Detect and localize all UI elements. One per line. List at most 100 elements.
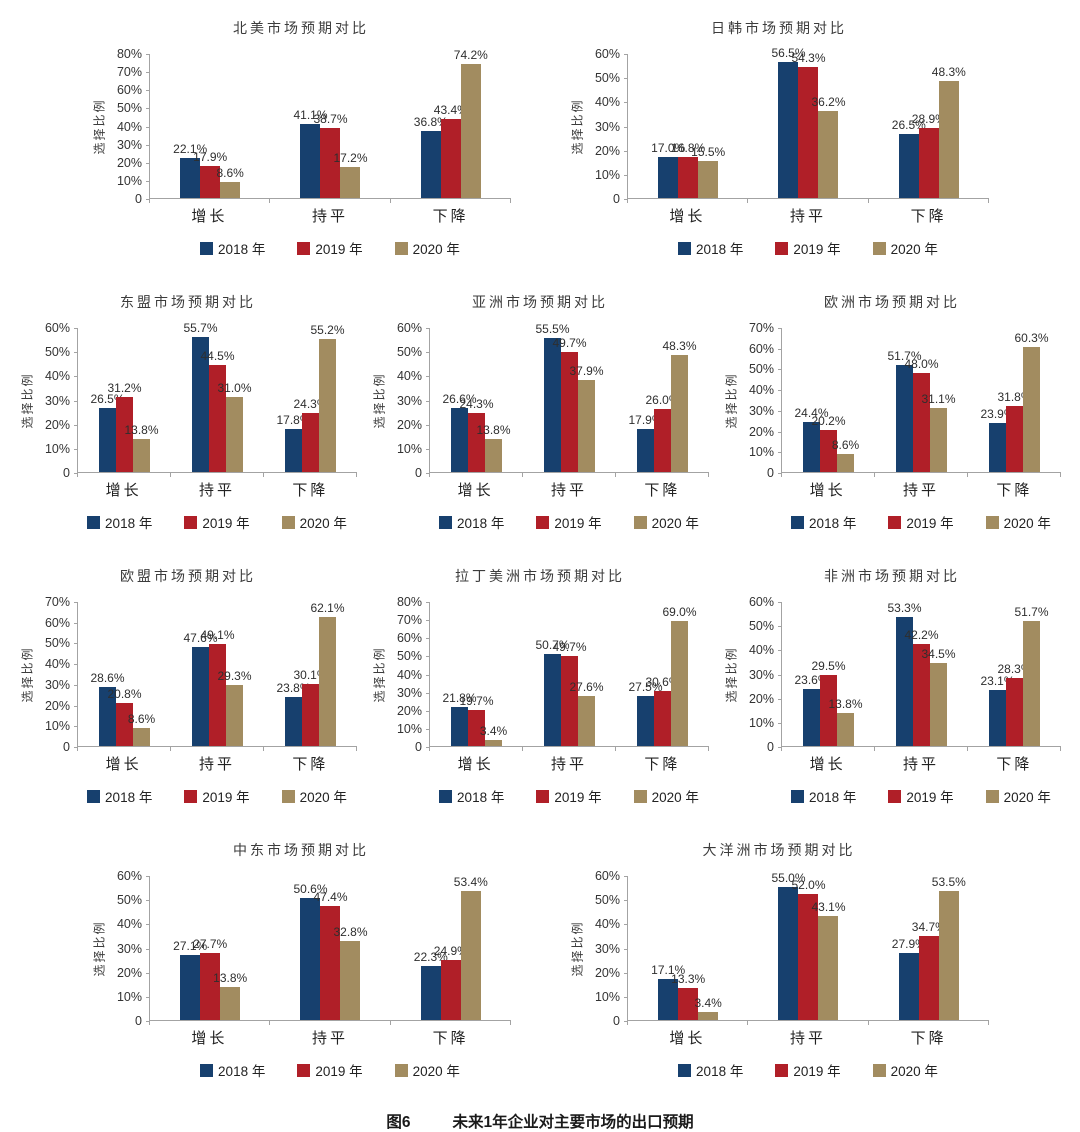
- x-tick-mark: [615, 746, 616, 751]
- y-tick-label: 50%: [44, 636, 70, 651]
- plot-area: 26.6% 24.3% 13.8% 55.5% 49.7% 37.9% 17.9% 26.0%…: [426, 322, 709, 477]
- y-tick-mark: [778, 369, 782, 371]
- bar-value-label: 29.5%: [811, 658, 846, 673]
- x-tick-mark: [169, 746, 171, 751]
- y-tick-label: 70%: [116, 65, 142, 80]
- bar: 31.2%: [107, 381, 142, 472]
- x-tick-mark: [873, 472, 875, 477]
- bar-value-label: 20.2%: [811, 414, 846, 429]
- y-tick-label: 20%: [594, 143, 620, 158]
- legend-label: 2020 年: [412, 242, 460, 257]
- y-tick-mark: [74, 643, 78, 645]
- legend-label: 2018 年: [696, 1064, 744, 1079]
- legend-item: 2018 年: [87, 512, 152, 532]
- plot-column: 24.4% 20.2% 8.6% 51.7% 48.0% 31.1% 23.9% 31.8% 6…: [778, 328, 1061, 532]
- bar-value-label: 24.3%: [459, 397, 494, 412]
- legend-item: 2020 年: [394, 1060, 460, 1080]
- bar: 15.5%: [691, 145, 725, 198]
- market-chart: 东盟市场预期对比 选择比例 60% 50% 40% 30% 20% 10% 0 26.5% 31.2…: [19, 292, 357, 532]
- legend-swatch: [985, 789, 999, 803]
- y-tick-label: 40%: [44, 657, 70, 672]
- y-tick-label: 60%: [594, 47, 620, 61]
- y-tick-mark: [146, 900, 150, 902]
- bar-value-label: 34.5%: [921, 646, 956, 661]
- y-tick-mark: [624, 54, 628, 55]
- bar: 17.1%: [651, 963, 685, 1020]
- bar-value-label: 21.8%: [442, 690, 477, 705]
- legend-item: 2020 年: [394, 238, 460, 258]
- market-chart: 中东市场预期对比 选择比例 60% 50% 40% 30% 20% 10% 0 27.1% 27.7…: [91, 840, 511, 1080]
- y-tick-label: 80%: [396, 595, 422, 609]
- x-tick-mark: [521, 746, 523, 751]
- bar: 22.3%: [414, 950, 448, 1020]
- x-category-label: 增长: [809, 756, 846, 773]
- plot-area: 21.8% 19.7% 3.4% 50.7% 49.7% 27.6% 27.5% 30.6% 6…: [426, 602, 709, 751]
- y-tick-mark: [426, 620, 430, 622]
- y-tick-mark: [426, 328, 430, 329]
- y-tick-mark: [778, 602, 782, 603]
- y-tick-mark: [778, 390, 782, 392]
- bar-group: 50.6% 47.4% 32.8%: [270, 876, 390, 1020]
- legend-item: 2018 年: [439, 786, 504, 806]
- x-category-label: 增长: [191, 208, 228, 225]
- bar-value-label: 47.6%: [183, 631, 218, 646]
- y-tick-label: 40%: [44, 369, 70, 384]
- x-tick-mark: [867, 198, 869, 203]
- x-tick-mark: [429, 746, 430, 751]
- bar: 17.9%: [193, 150, 227, 198]
- bar: 48.0%: [904, 357, 939, 472]
- y-tick-mark: [426, 728, 430, 730]
- y-tick-label: 60%: [594, 869, 620, 883]
- legend-item: 2020 年: [281, 512, 347, 532]
- chart-body: 选择比例 80% 70% 60% 50% 40% 30% 20% 10% 0 22.1% 17.9% 8…: [91, 47, 511, 258]
- legend: 2018 年 2019 年 2020 年: [429, 512, 709, 532]
- y-tick-label: 0: [63, 466, 70, 480]
- chart-title: 日韩市场预期对比: [711, 20, 847, 36]
- x-tick-mark: [389, 198, 391, 203]
- bar-groups: 24.4% 20.2% 8.6% 51.7% 48.0% 31.1% 23.9% 31.8% 6…: [782, 328, 1061, 472]
- y-tick-mark: [778, 431, 782, 433]
- bar-value-label: 34.7%: [911, 920, 946, 935]
- chart-row: 欧盟市场预期对比 选择比例 70% 60% 50% 40% 30% 20% 10% 0 28.6% 2…: [0, 566, 1080, 806]
- y-tick-mark: [146, 108, 150, 110]
- y-tick-label: 40%: [748, 643, 774, 658]
- y-tick-label: 50%: [116, 893, 142, 908]
- bar-value-label: 56.5%: [771, 45, 806, 60]
- y-tick-label: 20%: [44, 698, 70, 713]
- y-tick-mark: [778, 674, 782, 676]
- y-tick-label: 0: [613, 192, 620, 206]
- legend-item: 2019 年: [184, 786, 250, 806]
- y-tick-label: 50%: [594, 893, 620, 908]
- bar-value-label: 26.5%: [891, 118, 926, 132]
- y-tick-mark: [74, 328, 78, 329]
- y-tick-label: 70%: [396, 613, 422, 628]
- bar: 31.1%: [921, 392, 956, 472]
- legend-item: 2018 年: [678, 1060, 743, 1080]
- y-tick-mark: [624, 1021, 628, 1022]
- bar-value-label: 17.9%: [193, 149, 228, 164]
- x-category-label: 持平: [312, 208, 349, 225]
- legend-item: 2018 年: [87, 786, 152, 806]
- legend-swatch: [872, 241, 886, 255]
- x-tick-mark: [169, 472, 171, 477]
- legend-item: 2018 年: [200, 1060, 265, 1080]
- y-tick-label: 40%: [396, 369, 422, 384]
- bar: 34.7%: [912, 920, 946, 1020]
- bar-value-label: 13.8%: [476, 422, 511, 437]
- bar-value-label: 48.0%: [904, 356, 939, 371]
- y-tick-label: 60%: [44, 615, 70, 630]
- bar-group: 17.8% 24.3% 55.2%: [264, 323, 357, 472]
- bar-value-label: 17.2%: [333, 150, 368, 165]
- bar: 8.6%: [216, 166, 244, 198]
- bar-value-label: 51.7%: [1014, 605, 1049, 620]
- bar: 53.3%: [887, 601, 922, 746]
- x-tick-mark: [429, 472, 430, 477]
- bar-value-label: 36.8%: [413, 115, 448, 130]
- y-axis: 60% 50% 40% 30% 20% 10% 0: [585, 869, 627, 1028]
- x-tick-mark: [627, 1020, 628, 1025]
- y-tick-label: 50%: [396, 345, 422, 360]
- x-category-label: 持平: [312, 1030, 349, 1047]
- y-tick-label: 70%: [748, 321, 774, 335]
- bar-value-label: 49.7%: [552, 639, 587, 654]
- bar-value-label: 49.7%: [552, 335, 587, 350]
